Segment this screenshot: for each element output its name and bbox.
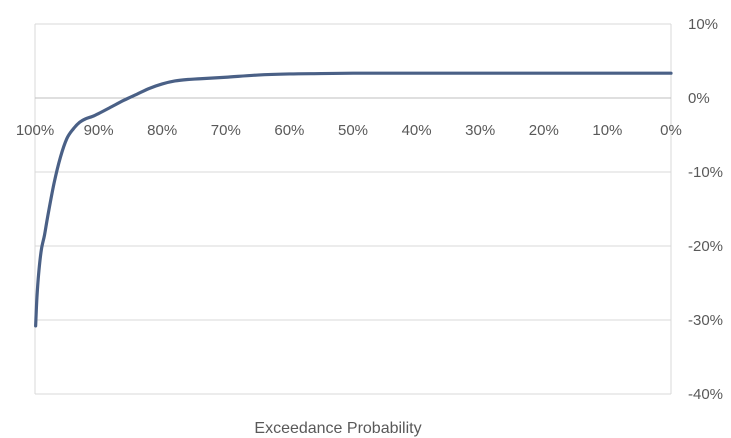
x-tick-label: 30% [465, 122, 495, 139]
x-tick-label: 0% [660, 122, 682, 139]
x-tick-label: 50% [338, 122, 368, 139]
y-tick-label: -30% [688, 312, 723, 329]
gridlines [34, 23, 672, 395]
x-tick-label: 10% [592, 122, 622, 139]
y-tick-label: 0% [688, 90, 710, 107]
y-tick-label: -20% [688, 238, 723, 255]
y-tick-labels: 10% 0% -10% -20% -30% -40% [688, 16, 723, 403]
y-tick-label: -40% [688, 386, 723, 403]
x-tick-label: 60% [274, 122, 304, 139]
series-layer [34, 71, 673, 328]
x-tick-label: 100% [16, 122, 54, 139]
x-tick-label: 90% [84, 122, 114, 139]
x-tick-label: 40% [402, 122, 432, 139]
x-tick-labels: 100% 90% 80% 70% 60% 50% 40% 30% 20% 10% 0% [16, 122, 682, 139]
x-tick-label: 20% [529, 122, 559, 139]
x-axis-label: Exceedance Probability [254, 420, 421, 437]
y-tick-label: -10% [688, 164, 723, 181]
series-line [34, 71, 673, 328]
x-tick-label: 80% [147, 122, 177, 139]
x-tick-label: 70% [211, 122, 241, 139]
y-tick-label: 10% [688, 16, 718, 33]
